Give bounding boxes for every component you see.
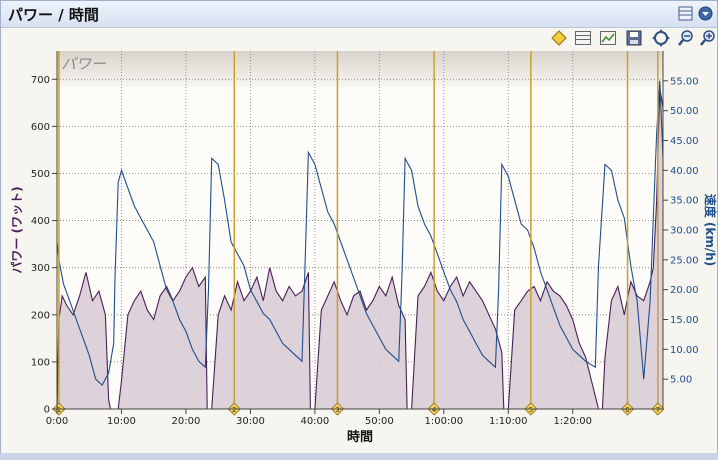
power-time-chart: 1 2 3 4 5 6 7 0:00 10:00 20:00 30:00 40:00 50:00 1:0… — [10, 51, 717, 445]
lap-marker-label: 7 — [656, 406, 660, 414]
marker-icon[interactable] — [550, 29, 568, 47]
x-tick-label: 1:00:00 — [425, 416, 464, 427]
y-tick-label-right: 45.00 — [670, 136, 699, 147]
x-tick-label: 0:00 — [46, 416, 68, 427]
y-tick-label-right: 25.00 — [670, 255, 699, 266]
y-tick-label-right: 15.00 — [670, 315, 699, 326]
y-tick-label-right: 10.00 — [670, 345, 699, 356]
lap-marker-label: 6 — [625, 406, 630, 414]
fit-icon[interactable] — [652, 29, 670, 47]
lap-marker-label: 2 — [232, 406, 236, 414]
y-tick-label-left: 700 — [31, 75, 50, 86]
lap-marker-label: 3 — [335, 406, 339, 414]
y-tick-label-right: 35.00 — [670, 196, 699, 207]
y-tick-label-right: 30.00 — [670, 226, 699, 237]
lap-marker-label: 1 — [57, 406, 61, 414]
x-tick-label: 40:00 — [300, 416, 329, 427]
save-icon[interactable] — [625, 29, 643, 47]
y-tick-label-left: 200 — [31, 310, 50, 321]
chart-options-icon[interactable] — [599, 29, 617, 47]
y-tick-label-left: 500 — [31, 169, 50, 180]
restore-icon[interactable] — [678, 6, 693, 21]
x-tick-label: 50:00 — [365, 416, 394, 427]
x-tick-label: 10:00 — [107, 416, 136, 427]
collapse-icon[interactable] — [698, 6, 713, 21]
x-axis-title: 時間 — [347, 429, 373, 445]
y-tick-label-right: 5.00 — [670, 375, 692, 386]
lap-marker-label: 5 — [529, 406, 533, 414]
title-bar: パワー / 時間 — [1, 1, 717, 28]
y-tick-label-left: 600 — [31, 122, 50, 133]
series-label: パワー — [61, 55, 107, 73]
y-tick-label-left: 0 — [44, 405, 50, 416]
x-tick-label: 30:00 — [236, 416, 265, 427]
y-tick-label-left: 400 — [31, 216, 50, 227]
zoom-in-icon[interactable] — [699, 29, 717, 47]
power-area — [57, 88, 663, 409]
y-tick-label-left: 300 — [31, 263, 50, 274]
zoom-out-icon[interactable] — [677, 29, 695, 47]
y-tick-label-right: 20.00 — [670, 285, 699, 296]
y-tick-label-right: 55.00 — [670, 76, 699, 87]
speed-line — [56, 80, 664, 386]
y-tick-label-left: 100 — [31, 357, 50, 368]
power-line — [56, 88, 664, 410]
y-tick-label-right: 40.00 — [670, 166, 699, 177]
x-tick-label: 20:00 — [172, 416, 201, 427]
lap-list-icon[interactable] — [574, 29, 592, 47]
left-axis-title: パワー (ワット) — [10, 186, 24, 273]
x-tick-label: 1:10:00 — [489, 416, 528, 427]
lap-marker-label: 4 — [432, 406, 437, 414]
window-title: パワー / 時間 — [8, 6, 99, 24]
header-band — [57, 51, 663, 87]
right-axis-title: 速度 (km/h) — [703, 194, 717, 267]
x-tick-label: 1:20:00 — [553, 416, 592, 427]
y-tick-label-right: 50.00 — [670, 106, 699, 117]
bottom-strip — [0, 453, 718, 460]
